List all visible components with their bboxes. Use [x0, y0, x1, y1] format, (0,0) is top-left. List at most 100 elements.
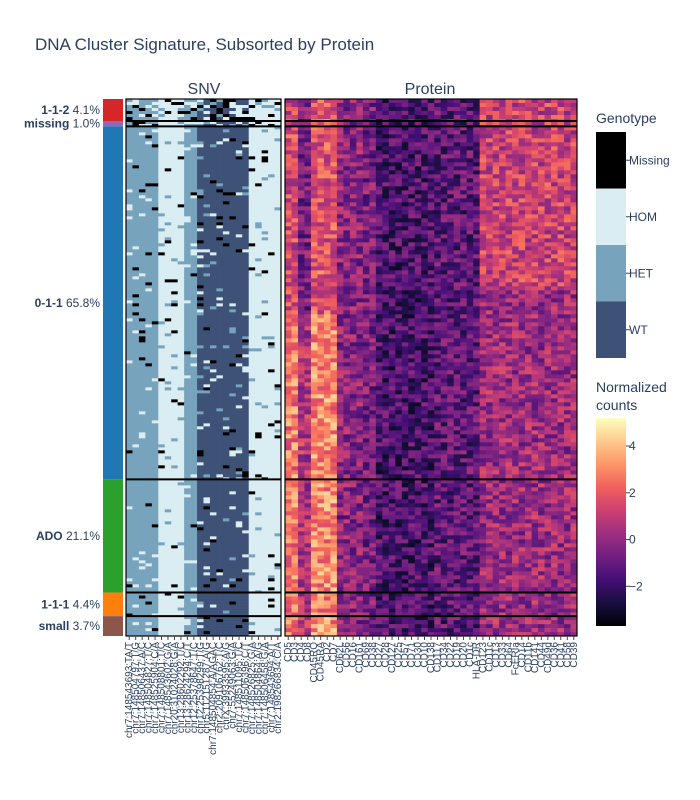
snv-cell	[190, 147, 198, 151]
snv-cell	[151, 536, 159, 540]
snv-cell	[151, 159, 159, 163]
snv-cell	[242, 465, 250, 469]
snv-cell	[229, 512, 237, 516]
snv-cell	[164, 634, 172, 637]
snv-cell	[164, 554, 172, 558]
snv-cell	[158, 204, 166, 208]
snv-cell	[261, 138, 269, 142]
snv-cell	[203, 542, 211, 546]
snv-cell	[145, 360, 153, 364]
snv-cell	[268, 201, 275, 205]
snv-cell	[145, 345, 153, 349]
protein-cell	[525, 130, 532, 135]
snv-cell	[151, 488, 159, 492]
snv-cell	[268, 375, 275, 379]
protein-cell	[434, 130, 442, 135]
snv-cell	[164, 548, 172, 552]
snv-cell	[261, 312, 269, 316]
snv-cell	[145, 533, 153, 537]
snv-cell	[216, 348, 224, 352]
snv-cell	[177, 471, 185, 475]
snv-cell	[138, 366, 146, 370]
snv-cell	[151, 399, 159, 403]
protein-cell	[382, 111, 390, 116]
snv-cell	[229, 584, 237, 588]
snv-cell	[171, 384, 178, 388]
snv-cell	[190, 524, 198, 528]
snv-cell	[171, 192, 178, 196]
snv-cell	[184, 102, 191, 106]
protein-cell	[343, 138, 351, 143]
snv-cell	[248, 581, 256, 585]
snv-cell	[138, 234, 146, 238]
snv-cell	[235, 360, 243, 364]
snv-cell	[132, 554, 140, 558]
snv-cell	[138, 533, 146, 537]
snv-cell	[171, 285, 178, 289]
snv-cell	[138, 468, 146, 472]
snv-cell	[184, 195, 191, 199]
snv-cell	[145, 524, 153, 528]
snv-cell	[261, 174, 269, 178]
snv-cell	[216, 195, 224, 199]
snv-cell	[268, 228, 275, 232]
snv-cell	[145, 162, 153, 166]
snv-cell	[248, 303, 256, 307]
snv-cell	[222, 228, 230, 232]
snv-cell	[164, 479, 172, 483]
snv-cell	[197, 291, 204, 295]
snv-cell	[203, 474, 211, 478]
snv-cell	[255, 138, 262, 142]
snv-cell	[171, 249, 178, 253]
snv-cell	[229, 592, 237, 596]
snv-cell	[171, 456, 178, 460]
snv-cell	[203, 231, 211, 235]
snv-cell	[177, 144, 185, 148]
snv-cell	[138, 117, 146, 121]
protein-cell	[323, 111, 331, 116]
snv-cell	[158, 479, 166, 483]
protein-cell	[434, 99, 442, 104]
protein-cell	[336, 120, 344, 126]
snv-cell	[209, 228, 217, 232]
snv-cell	[184, 279, 191, 283]
snv-cell	[171, 189, 178, 193]
protein-cell	[479, 103, 487, 108]
snv-cell	[177, 500, 185, 504]
snv-cell	[126, 506, 133, 510]
snv-cell	[222, 207, 230, 211]
snv-cell	[145, 252, 153, 256]
snv-cell	[158, 572, 166, 576]
snv-cell	[138, 423, 146, 427]
snv-cell	[274, 381, 282, 385]
snv-cell	[261, 159, 269, 163]
snv-cell	[261, 132, 269, 136]
snv-cell	[216, 512, 224, 516]
snv-cell	[164, 330, 172, 334]
protein-cell	[414, 138, 422, 143]
snv-cell	[222, 126, 230, 130]
snv-cell	[209, 444, 217, 448]
snv-cell	[158, 168, 166, 172]
snv-cell	[255, 378, 262, 382]
snv-cell	[158, 595, 166, 599]
snv-cell	[261, 144, 269, 148]
snv-cell	[203, 619, 211, 623]
snv-cell	[197, 503, 204, 507]
snv-cell	[203, 408, 211, 412]
protein-cell	[369, 134, 377, 139]
snv-cell	[184, 414, 191, 418]
snv-cell	[184, 396, 191, 400]
snv-cell	[235, 533, 243, 537]
snv-cell	[255, 411, 262, 415]
snv-cell	[248, 494, 256, 498]
snv-cell	[203, 327, 211, 331]
snv-cell	[242, 336, 250, 340]
snv-cell	[151, 309, 159, 313]
protein-cell	[440, 146, 448, 151]
snv-cell	[216, 312, 224, 316]
protein-cell	[408, 130, 416, 135]
snv-cell	[151, 294, 159, 298]
protein-cell	[349, 99, 357, 104]
snv-cell	[145, 542, 153, 546]
